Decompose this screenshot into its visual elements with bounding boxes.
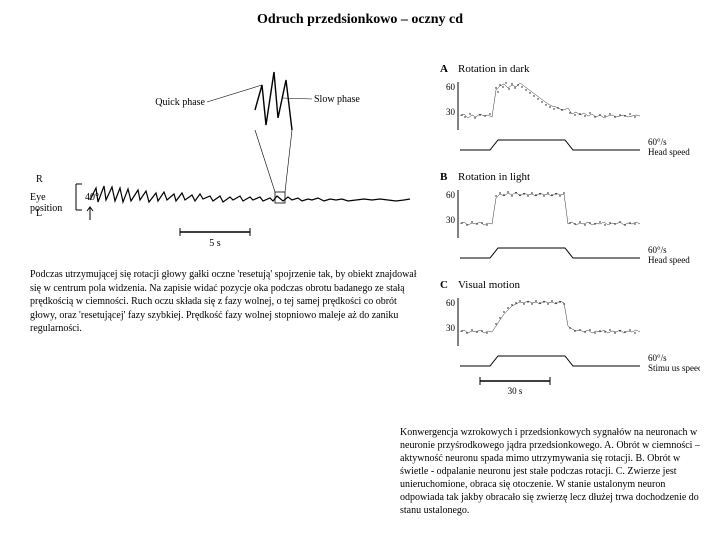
right-figure: A Rotation in dark Spike rate 60 30 60°/… [440,60,700,420]
panel-B: B Rotation in light Spike rate 60 30 60°… [440,171,690,265]
panel-A: A Rotation in dark Spike rate 60 30 60°/… [440,63,690,157]
svg-text:60°/s: 60°/s [648,353,667,363]
svg-text:60°/s: 60°/s [648,245,667,255]
svg-text:Rotation in dark: Rotation in dark [458,63,530,75]
svg-text:60: 60 [446,298,456,308]
svg-text:Rotation in light: Rotation in light [458,171,530,183]
svg-text:30: 30 [446,107,456,117]
svg-text:Head speed: Head speed [648,255,690,265]
quick-phase-label: Quick phase [155,97,205,108]
right-scalebar: 30 s [508,386,523,396]
svg-text:60°/s: 60°/s [648,137,667,147]
svg-text:A: A [440,63,448,75]
svg-text:Stimu us speed: Stimu us speed [648,363,700,373]
svg-text:Visual motion: Visual motion [458,279,520,291]
left-scalebar: 5 s [209,238,221,249]
eye-position-chart: Quick phase Slow phase R L Eyeposition 4… [30,60,420,260]
eye-pos-ylabel: Eyeposition [30,192,62,214]
svg-text:B: B [440,171,448,183]
right-caption: Konwergencja wzrokowych i przedsionkowyc… [400,426,700,517]
page-title: Odruch przedsionkowo – oczny cd [0,0,720,28]
panel-C: C Visual motion Spike rate 60 30 60°/s S… [440,279,700,396]
zoom-detail: Quick phase Slow phase [155,72,360,192]
left-figure: Quick phase Slow phase R L Eyeposition 4… [30,60,420,336]
svg-text:C: C [440,279,448,291]
slow-phase-label: Slow phase [314,94,360,105]
left-caption: Podczas utrzymującej się rotacji głowy g… [30,268,420,336]
panel-A-dots [461,82,635,118]
spike-panels: A Rotation in dark Spike rate 60 30 60°/… [440,60,700,420]
svg-text:30: 30 [446,215,456,225]
eye-pos-R: R [36,174,43,185]
svg-text:30: 30 [446,323,456,333]
svg-text:60: 60 [446,82,456,92]
svg-text:Head speed: Head speed [648,147,690,157]
nystagmus-trace [90,186,410,202]
svg-text:60: 60 [446,190,456,200]
